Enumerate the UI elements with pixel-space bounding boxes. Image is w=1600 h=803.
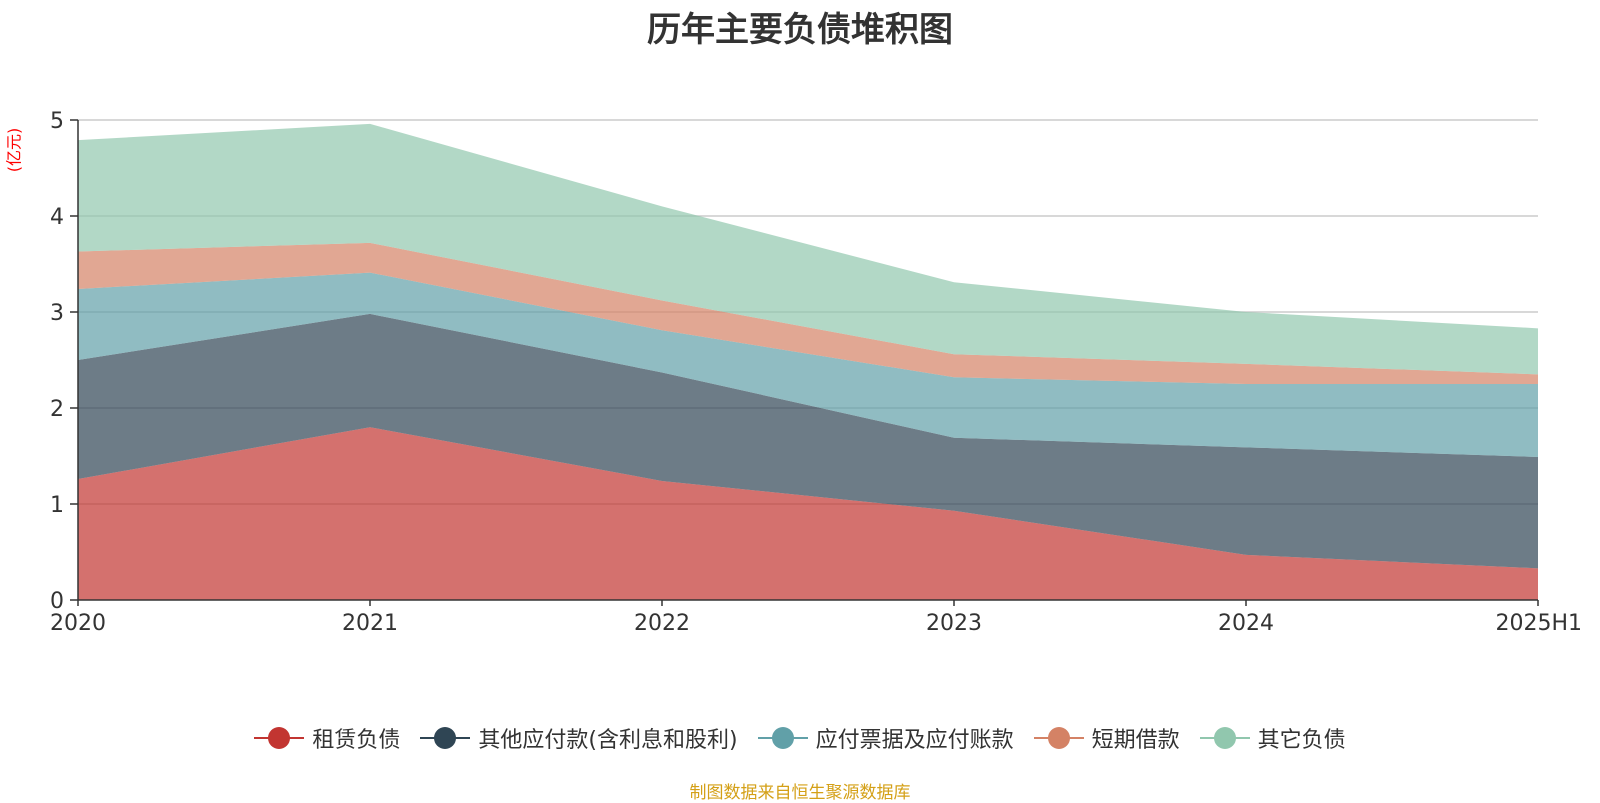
y-tick-label-2: 2 <box>50 397 64 422</box>
legend-item-2[interactable]: 其他应付款(含利息和股利) <box>420 722 738 754</box>
y-tick-label-5: 5 <box>50 109 64 134</box>
area-series-5 <box>78 123 1538 375</box>
legend-item-3[interactable]: 应付票据及应付账款 <box>757 722 1014 754</box>
area-series-4 <box>78 242 1538 384</box>
chart-title: 历年主要负债堆积图 <box>647 10 953 50</box>
x-tick-label-2025H1: 2025H1 <box>1495 611 1582 636</box>
legend-item-1[interactable]: 租赁负债 <box>254 722 400 754</box>
legend-swatch-icon <box>254 726 305 750</box>
legend-item-4[interactable]: 短期借款 <box>1033 722 1180 754</box>
legend-item-5[interactable]: 其它负债 <box>1199 722 1346 754</box>
legend-swatch-icon <box>757 726 808 750</box>
x-tick-label-2024: 2024 <box>1218 611 1274 636</box>
axis-layer: 0 1 2 3 4 5 2020 2021 2022 2023 2024 2025H1 <box>50 109 1582 636</box>
legend-label: 其它负债 <box>1257 728 1346 753</box>
y-tick-label-3: 3 <box>50 301 64 326</box>
area-layer <box>78 123 1538 600</box>
legend-swatch-icon <box>420 726 471 750</box>
source-note: 制图数据来自恒生聚源数据库 <box>689 783 911 803</box>
x-tick-label-2020: 2020 <box>50 611 106 636</box>
legend-label: 应付票据及应付账款 <box>815 728 1014 753</box>
y-tick-label-1: 1 <box>50 493 64 518</box>
y-tick-label-0: 0 <box>50 589 64 614</box>
x-tick-label-2023: 2023 <box>926 611 982 636</box>
y-tick-label-4: 4 <box>50 205 64 230</box>
legend-swatch-icon <box>1199 726 1250 750</box>
x-tick-label-2022: 2022 <box>634 611 690 636</box>
legend-label: 租赁负债 <box>312 728 401 753</box>
area-series-1 <box>78 427 1538 600</box>
x-tick-label-2021: 2021 <box>342 611 398 636</box>
area-series-3 <box>78 272 1538 457</box>
legend-label: 短期借款 <box>1091 728 1180 753</box>
legend-swatch-icon <box>1033 726 1084 750</box>
legend: 租赁负债 其他应付款(含利息和股利) 应付票据及应付账款 短期借款 其它负债 <box>0 722 1600 754</box>
legend-label: 其他应付款(含利息和股利) <box>478 728 738 753</box>
area-series-2 <box>78 313 1538 569</box>
